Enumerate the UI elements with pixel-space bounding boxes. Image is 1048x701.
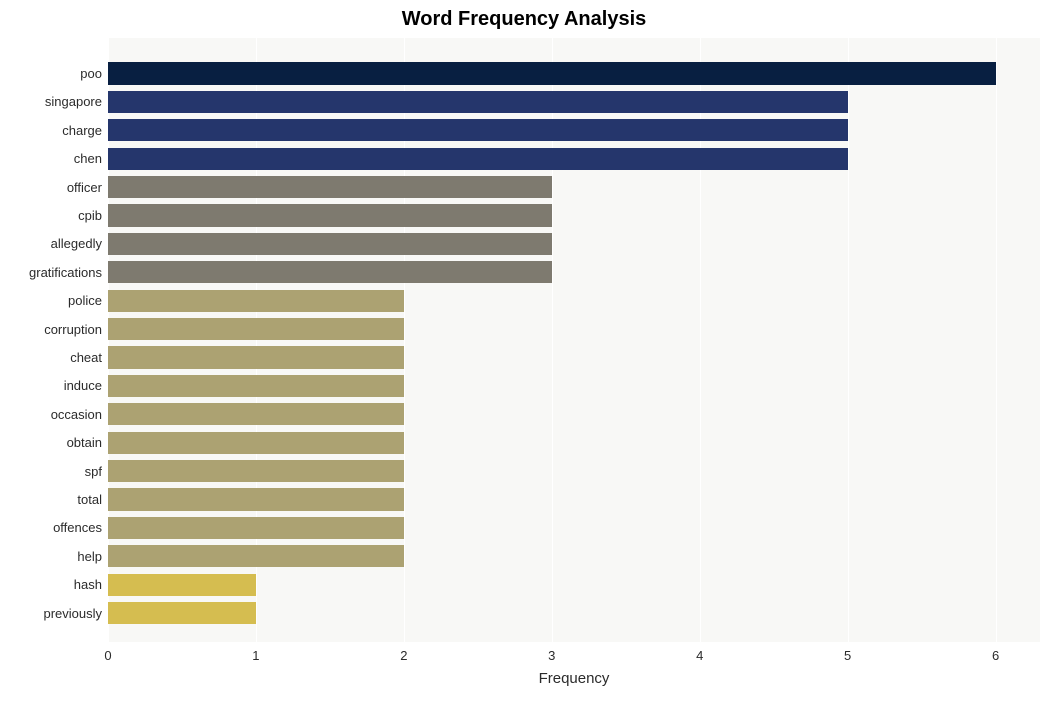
bar bbox=[108, 574, 256, 596]
bar bbox=[108, 62, 996, 84]
y-tick-label: chen bbox=[74, 148, 108, 170]
bar bbox=[108, 403, 404, 425]
bar bbox=[108, 91, 848, 113]
gridline bbox=[996, 38, 997, 642]
plot-area: Frequency 0123456poosingaporechargecheno… bbox=[108, 38, 1040, 642]
x-tick-label: 0 bbox=[104, 642, 111, 663]
bar bbox=[108, 119, 848, 141]
bar bbox=[108, 318, 404, 340]
gridline bbox=[848, 38, 849, 642]
bar bbox=[108, 602, 256, 624]
y-tick-label: occasion bbox=[51, 403, 108, 425]
chart-title: Word Frequency Analysis bbox=[0, 8, 1048, 31]
y-tick-label: obtain bbox=[67, 432, 108, 454]
bar bbox=[108, 488, 404, 510]
y-tick-label: total bbox=[77, 488, 108, 510]
bar bbox=[108, 176, 552, 198]
y-tick-label: gratifications bbox=[29, 261, 108, 283]
bar bbox=[108, 233, 552, 255]
bar bbox=[108, 375, 404, 397]
x-tick-label: 3 bbox=[548, 642, 555, 663]
y-tick-label: charge bbox=[62, 119, 108, 141]
bar bbox=[108, 261, 552, 283]
y-tick-label: offences bbox=[53, 517, 108, 539]
bar bbox=[108, 204, 552, 226]
word-frequency-chart: Word Frequency Analysis Frequency 012345… bbox=[0, 0, 1048, 701]
x-axis-title: Frequency bbox=[108, 670, 1040, 687]
y-tick-label: hash bbox=[74, 574, 108, 596]
y-tick-label: cheat bbox=[70, 346, 108, 368]
y-tick-label: cpib bbox=[78, 204, 108, 226]
y-tick-label: help bbox=[77, 545, 108, 567]
y-tick-label: officer bbox=[67, 176, 108, 198]
bar bbox=[108, 290, 404, 312]
y-tick-label: police bbox=[68, 290, 108, 312]
bar bbox=[108, 148, 848, 170]
y-tick-label: corruption bbox=[44, 318, 108, 340]
y-tick-label: poo bbox=[80, 62, 108, 84]
bar bbox=[108, 545, 404, 567]
bar bbox=[108, 346, 404, 368]
y-tick-label: singapore bbox=[45, 91, 108, 113]
bar bbox=[108, 517, 404, 539]
x-tick-label: 4 bbox=[696, 642, 703, 663]
x-tick-label: 5 bbox=[844, 642, 851, 663]
bar bbox=[108, 460, 404, 482]
y-tick-label: induce bbox=[64, 375, 108, 397]
bar bbox=[108, 432, 404, 454]
y-tick-label: allegedly bbox=[51, 233, 108, 255]
x-tick-label: 1 bbox=[252, 642, 259, 663]
x-tick-label: 6 bbox=[992, 642, 999, 663]
x-tick-label: 2 bbox=[400, 642, 407, 663]
y-tick-label: previously bbox=[43, 602, 108, 624]
y-tick-label: spf bbox=[85, 460, 108, 482]
